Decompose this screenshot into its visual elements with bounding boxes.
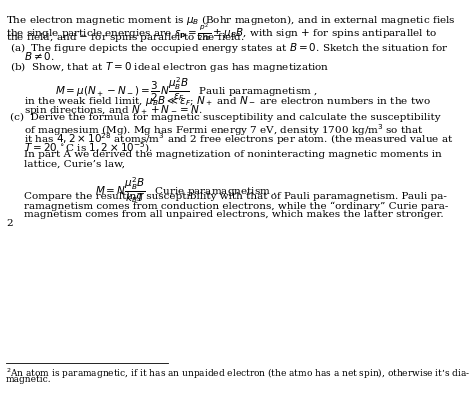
- Text: ramagnetism comes from conduction electrons, while the “ordinary” Curie para-: ramagnetism comes from conduction electr…: [24, 201, 448, 210]
- Text: the single particle energies are $\epsilon_{\mathbf{p}} = \frac{p^2}{2m} \pm \mu: the single particle energies are $\epsil…: [6, 22, 437, 43]
- Text: $^2$An atom is paramagnetic, if it has an unpaided electron (the atmo has a net : $^2$An atom is paramagnetic, if it has a…: [6, 365, 470, 380]
- Text: (a)  The figure depicts the occupied energy states at $B = 0$. Sketch the situat: (a) The figure depicts the occupied ener…: [9, 41, 448, 55]
- Text: it has $4,2 \times 10^{28}$ atoms/m$^3$ and 2 free electrons per atom. (the meas: it has $4,2 \times 10^{28}$ atoms/m$^3$ …: [24, 131, 453, 146]
- Text: (b)  Show, that at $T = 0$ ideal electron gas has magnetization: (b) Show, that at $T = 0$ ideal electron…: [9, 59, 329, 74]
- Text: $M = N\dfrac{\mu_B^2 B}{k_B T}$   Curie paramagnetism .: $M = N\dfrac{\mu_B^2 B}{k_B T}$ Curie pa…: [95, 175, 277, 204]
- Text: $B \neq 0$.: $B \neq 0$.: [24, 50, 55, 62]
- Text: of magnesium (Mg). Mg has Fermi energy 7 eV, density 1700 kg/m$^3$ so that: of magnesium (Mg). Mg has Fermi energy 7…: [24, 121, 423, 138]
- Text: 2: 2: [6, 219, 12, 228]
- Text: lattice, Curie’s law,: lattice, Curie’s law,: [24, 159, 125, 168]
- Text: magnetism comes from all unpaired electrons, which makes the latter stronger.: magnetism comes from all unpaired electr…: [24, 210, 443, 219]
- Text: Compare the resulting susceptibility with that of Pauli paramagnetism. Pauli pa-: Compare the resulting susceptibility wit…: [24, 192, 447, 201]
- Text: $M = \mu(N_+ - N_-) = \dfrac{3}{2}\,N\dfrac{\mu_B^2 B}{\epsilon_F}$   Pauli para: $M = \mu(N_+ - N_-) = \dfrac{3}{2}\,N\df…: [55, 76, 318, 104]
- Text: (c)  Derive the formula for magnetic susceptibility and calculate the susceptibi: (c) Derive the formula for magnetic susc…: [9, 113, 440, 122]
- Text: spin directions, and $N_+ + N_- = N$.: spin directions, and $N_+ + N_- = N$.: [24, 102, 202, 116]
- Text: the field, and $-$ for spins parallel to the field.: the field, and $-$ for spins parallel to…: [6, 31, 245, 44]
- Text: magnetic.: magnetic.: [6, 374, 52, 383]
- Text: The electron magnetic moment is $\mu_B$ (Bohr magneton), and in external magneti: The electron magnetic moment is $\mu_B$ …: [6, 13, 456, 27]
- Text: In part A we derived the magnetization of noninteracting magnetic moments in: In part A we derived the magnetization o…: [24, 150, 441, 159]
- Text: in the weak field limit, $\mu_B B \ll \epsilon_F$; $N_+$ and $N_-$ are electron : in the weak field limit, $\mu_B B \ll \e…: [24, 93, 430, 107]
- Text: $T = 20\,^\circ$C is $1,2 \times 10^{-5}$).: $T = 20\,^\circ$C is $1,2 \times 10^{-5}…: [24, 140, 153, 154]
